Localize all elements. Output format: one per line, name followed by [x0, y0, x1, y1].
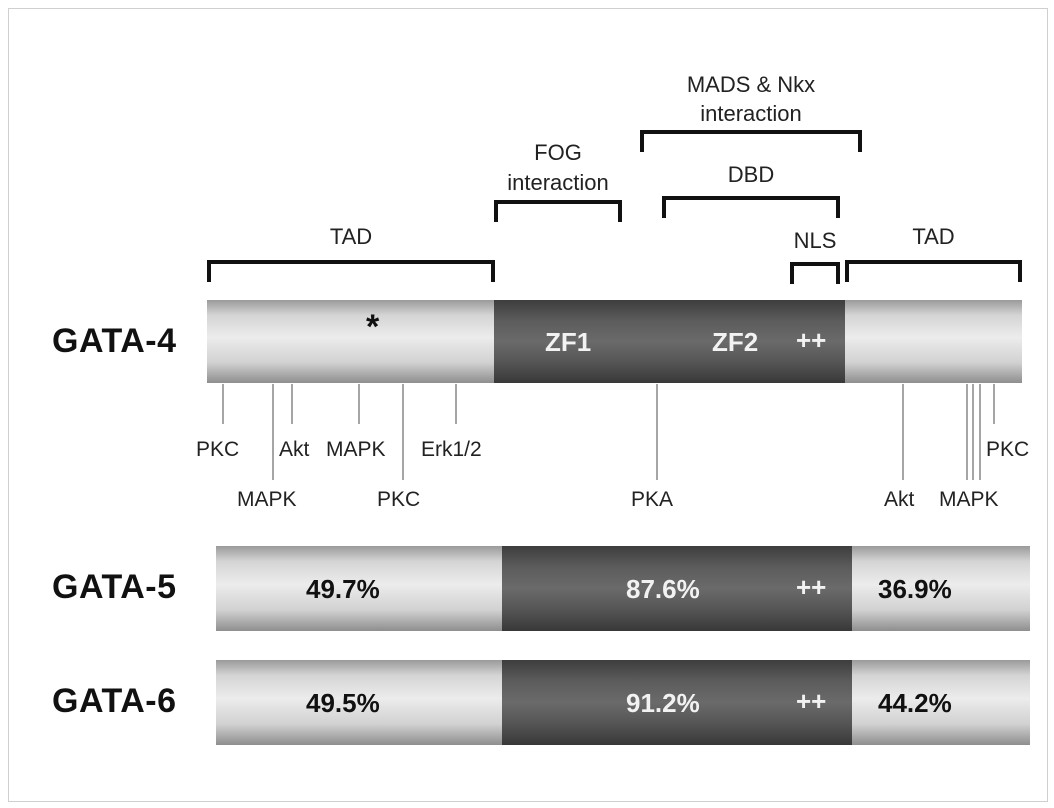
gata4-asterisk: * — [366, 308, 380, 346]
dbd-label: DBD — [727, 162, 775, 187]
gata4-zf2-label: ZF2 — [712, 327, 759, 357]
gata5-c-terminal-domain — [852, 546, 1030, 631]
gata4-c-terminal-domain — [845, 300, 1022, 383]
gata6-charge-label: ++ — [796, 686, 827, 716]
figure-frame — [8, 8, 1048, 802]
gata4-charge-label: ++ — [796, 325, 827, 355]
mapk1-tick — [272, 384, 274, 480]
gata5-left-identity: 49.7% — [306, 574, 380, 604]
gata5-right-identity: 36.9% — [878, 574, 952, 604]
mapk3-tick-c — [979, 384, 981, 480]
pkc1-tick — [222, 384, 224, 424]
pkc3-label: PKC — [986, 438, 1030, 461]
mapk2-label: MAPK — [326, 438, 386, 461]
akt2-label: Akt — [884, 488, 915, 511]
mads-bracket — [640, 130, 862, 152]
mads-label-line1: MADS & Nkx — [686, 72, 816, 97]
mapk2-tick — [358, 384, 360, 424]
nls-label: NLS — [793, 228, 837, 253]
erk-tick — [455, 384, 457, 424]
erk-label: Erk1/2 — [421, 438, 482, 461]
gata5-label: GATA-5 — [52, 568, 177, 606]
gata4-label: GATA-4 — [52, 322, 177, 360]
mapk1-label: MAPK — [237, 488, 297, 511]
fog-bracket — [494, 200, 622, 222]
pkc3-tick — [993, 384, 995, 424]
gata5-zinc-finger-domain — [502, 546, 854, 631]
nls-bracket — [790, 262, 840, 284]
mads-label-line2: interaction — [700, 101, 802, 126]
tad-right-bracket — [845, 260, 1022, 282]
gata4-zinc-finger-domain — [494, 300, 846, 383]
gata5-charge-label: ++ — [796, 572, 827, 602]
pkc2-tick — [402, 384, 404, 480]
fog-label-line2: interaction — [507, 170, 609, 195]
gata6-c-terminal-domain — [852, 660, 1030, 745]
gata6-n-terminal-domain — [216, 660, 504, 745]
mapk3-tick-a — [966, 384, 968, 480]
mapk3-tick-b — [972, 384, 974, 480]
tad-left-bracket — [207, 260, 495, 282]
gata6-right-identity: 44.2% — [878, 688, 952, 718]
gata6-mid-identity: 91.2% — [626, 688, 700, 718]
pka-label: PKA — [631, 488, 674, 511]
pkc1-label: PKC — [196, 438, 240, 461]
gata6-zinc-finger-domain — [502, 660, 854, 745]
tad-right-label: TAD — [912, 224, 955, 249]
gata6-label: GATA-6 — [52, 682, 177, 720]
mapk3-label: MAPK — [939, 488, 999, 511]
dbd-bracket — [662, 196, 840, 218]
gata5-mid-identity: 87.6% — [626, 574, 700, 604]
gata5-n-terminal-domain — [216, 546, 504, 631]
tad-left-label: TAD — [329, 224, 373, 249]
gata4-n-terminal-domain — [207, 300, 496, 383]
fog-label-line1: FOG — [534, 140, 582, 165]
pkc2-label: PKC — [377, 488, 421, 511]
akt1-tick — [291, 384, 293, 424]
akt1-label: Akt — [279, 438, 310, 461]
gata6-left-identity: 49.5% — [306, 688, 380, 718]
pka-tick — [656, 384, 658, 480]
akt2-tick — [902, 384, 904, 480]
gata4-zf1-label: ZF1 — [545, 327, 592, 357]
